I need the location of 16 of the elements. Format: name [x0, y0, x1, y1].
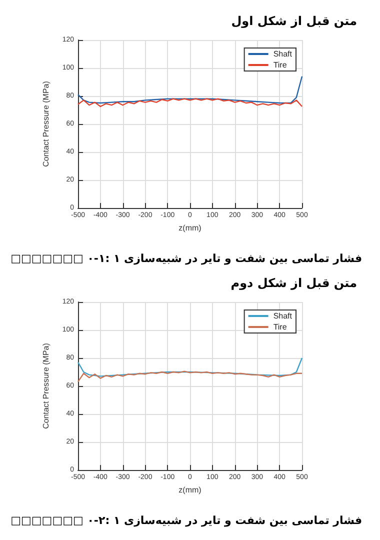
text: □□□□□□□ ۰-۲: فشار تماسی بین شفت و تایر در شبیه‌سازی ۱	[10, 514, 362, 527]
chart-title: متن قبل از شکل دوم	[230, 276, 358, 290]
legend-label: Shaft	[273, 50, 293, 58]
line-series	[77, 76, 303, 104]
legend-label: Tire	[273, 322, 288, 332]
legend-label: Shaft	[273, 312, 293, 320]
line-series	[77, 98, 303, 108]
legend-label: Tire	[273, 60, 288, 70]
line-series	[77, 357, 303, 377]
line-series	[77, 370, 303, 382]
chart-title: متن قبل از شکل اول	[231, 14, 358, 28]
text: □□□□□□□ ۰-۱: فشار تماسی بین شفت و تایر در شبیه‌سازی ۱	[10, 252, 362, 265]
x-axis-title: z(mm)	[178, 224, 202, 232]
y-axis-title: Contact Pressure (MPa)	[42, 80, 50, 167]
y-axis-title: Contact Pressure (MPa)	[42, 342, 50, 429]
x-axis-title: z(mm)	[178, 486, 202, 494]
